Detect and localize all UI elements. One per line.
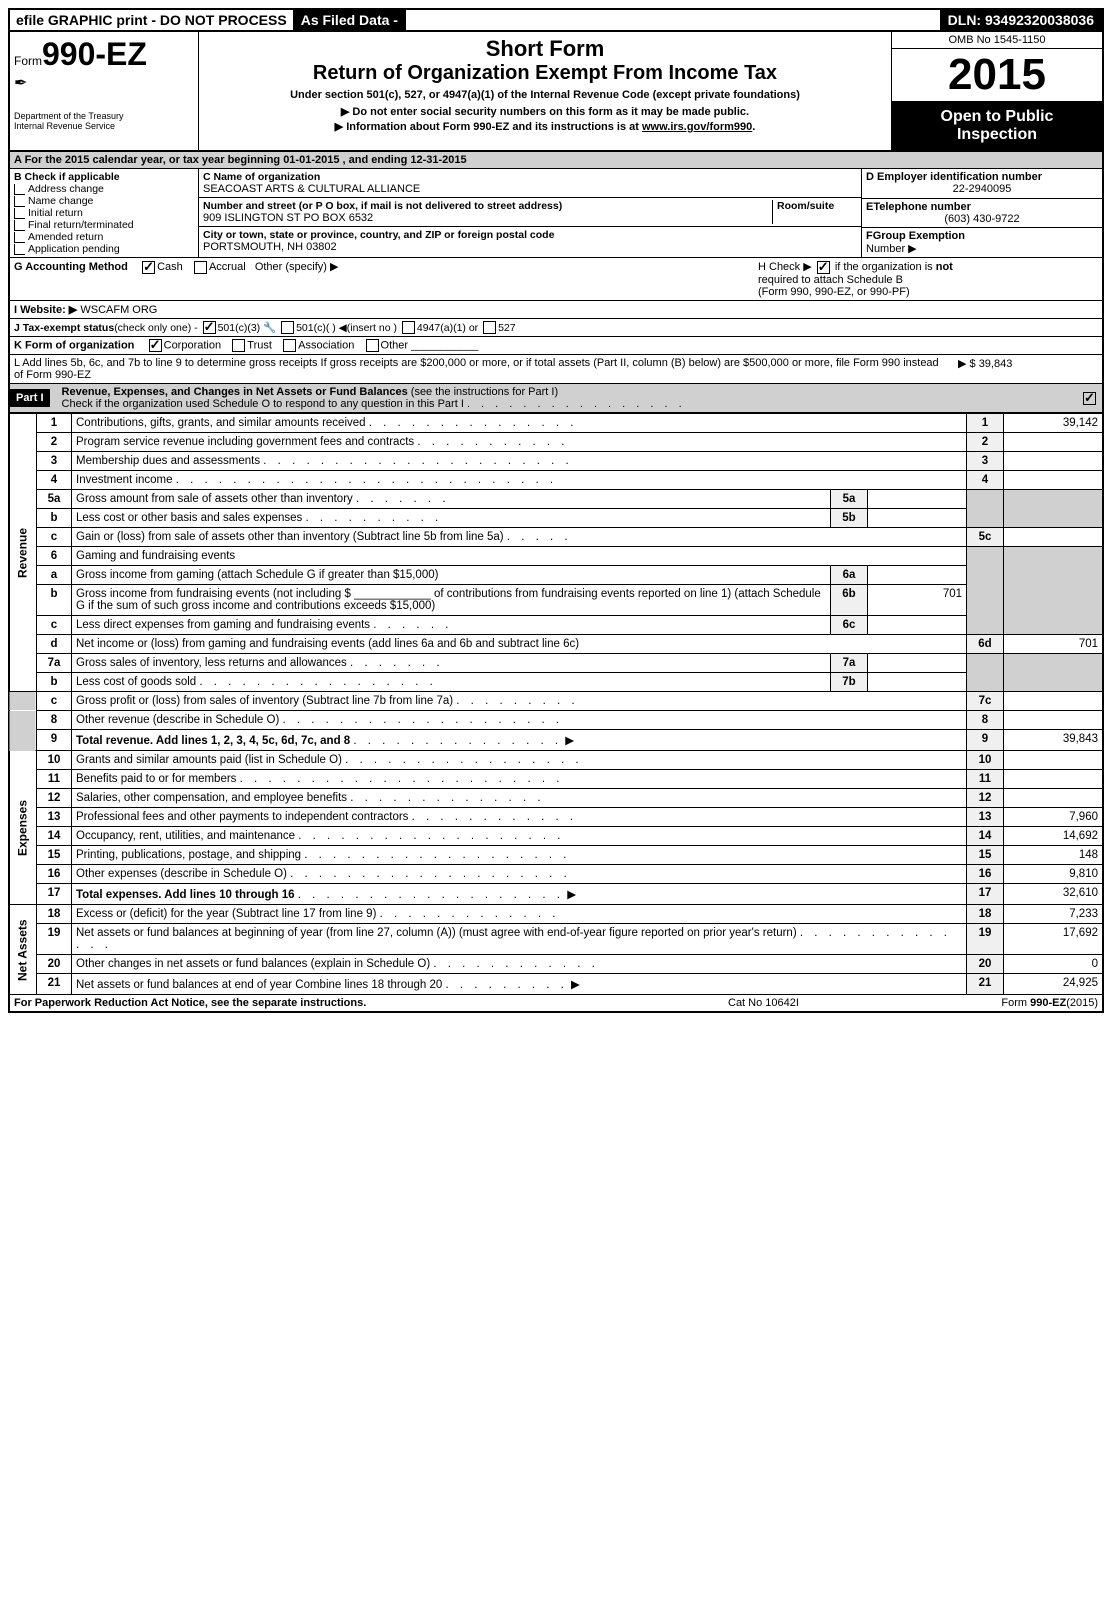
cb-application-pending: Application pending [14, 243, 194, 255]
cb-cash [142, 261, 155, 274]
row-a-tax-year: A For the 2015 calendar year, or tax yea… [8, 152, 1104, 169]
ein-label: D Employer identification number [866, 171, 1098, 183]
line-h-label: H Check ▶ [758, 261, 812, 273]
part-1-header: Part I Revenue, Expenses, and Changes in… [8, 384, 1104, 413]
line-j-label: J Tax-exempt status [14, 322, 114, 334]
irs-link[interactable]: www.irs.gov/form990 [642, 121, 752, 133]
topbar-dln: DLN: 93492320038036 [940, 10, 1102, 30]
dept-treasury: Department of the Treasury [14, 111, 194, 121]
omb-number: OMB No 1545-1150 [892, 32, 1102, 49]
org-name-value: SEACOAST ARTS & CULTURAL ALLIANCE [203, 183, 857, 195]
cb-schedule-o [1083, 392, 1096, 405]
cb-501c3 [203, 321, 216, 334]
section-bcdef: B Check if applicable Address change Nam… [8, 169, 1104, 258]
website-value: WSCAFM ORG [80, 304, 157, 316]
open-line1: Open to Public [892, 108, 1102, 126]
part-1-table: Revenue 1 Contributions, gifts, grants, … [8, 413, 1104, 995]
ein-value: 22-2940095 [866, 183, 1098, 195]
org-name-label: C Name of organization [203, 171, 857, 183]
bullet-info-pre: ▶ Information about Form 990-EZ and its … [335, 121, 642, 133]
section-c: C Name of organization SEACOAST ARTS & C… [199, 169, 861, 257]
side-revenue: Revenue [9, 414, 37, 692]
city-label: City or town, state or province, country… [203, 229, 857, 241]
line-l-amount: ▶ $ 39,843 [950, 357, 1098, 381]
topbar-mid: As Filed Data - [293, 10, 406, 30]
addr-row: Number and street (or P O box, if mail i… [199, 198, 861, 227]
addr-value: 909 ISLINGTON ST PO BOX 6532 [203, 212, 772, 224]
return-title: Return of Organization Exempt From Incom… [203, 62, 887, 85]
website-label: I Website: ▶ [14, 304, 77, 316]
line-i: I Website: ▶ WSCAFM ORG [8, 301, 1104, 319]
short-form-label: Short Form [203, 36, 887, 62]
side-expenses: Expenses [9, 751, 37, 905]
section-b-header: B Check if applicable [14, 171, 194, 183]
phone-value: (603) 430-9722 [866, 213, 1098, 225]
footer-paperwork: For Paperwork Reduction Act Notice, see … [14, 997, 728, 1009]
ein-cell: D Employer identification number 22-2940… [862, 169, 1102, 199]
side-netassets: Net Assets [9, 905, 37, 995]
form-number: 990-EZ [42, 36, 147, 72]
cb-amended-return: Amended return [14, 231, 194, 243]
cb-4947 [402, 321, 415, 334]
tax-year: 2015 [892, 49, 1102, 102]
open-public: Open to Public Inspection [892, 102, 1102, 150]
cb-accrual [194, 261, 207, 274]
open-line2: Inspection [892, 126, 1102, 144]
room-label: Room/suite [777, 200, 857, 212]
org-name-row: C Name of organization SEACOAST ARTS & C… [199, 169, 861, 198]
line-k: K Form of organization Corporation Trust… [8, 337, 1104, 355]
line-l: L Add lines 5b, 6c, and 7b to line 9 to … [8, 355, 1104, 384]
cb-527 [483, 321, 496, 334]
line-g: G Accounting Method Cash Accrual Other (… [14, 260, 750, 298]
bullet-ssn: ▶ Do not enter social security numbers o… [203, 105, 887, 118]
footer-form: Form 990-EZ(2015) [928, 997, 1098, 1009]
part-1-title: Revenue, Expenses, and Changes in Net As… [58, 384, 1081, 412]
cb-final-return: Final return/terminated [14, 219, 194, 231]
phone-label: ETelephone number [866, 201, 1098, 213]
header-right: OMB No 1545-1150 2015 Open to Public Ins… [892, 32, 1102, 150]
section-b: B Check if applicable Address change Nam… [10, 169, 199, 257]
city-row: City or town, state or province, country… [199, 227, 861, 255]
cb-name-change: Name change [14, 195, 194, 207]
line-g-h: G Accounting Method Cash Accrual Other (… [8, 258, 1104, 301]
cb-initial-return: Initial return [14, 207, 194, 219]
top-bar: efile GRAPHIC print - DO NOT PROCESS As … [8, 8, 1104, 32]
section-def: D Employer identification number 22-2940… [861, 169, 1102, 257]
under-section: Under section 501(c), 527, or 4947(a)(1)… [203, 89, 887, 101]
header-mid: Short Form Return of Organization Exempt… [199, 32, 892, 150]
line-l-text: L Add lines 5b, 6c, and 7b to line 9 to … [14, 357, 950, 381]
cb-trust [232, 339, 245, 352]
bullet-info: ▶ Information about Form 990-EZ and its … [203, 120, 887, 133]
line-j: J Tax-exempt status(check only one) - 50… [8, 319, 1104, 338]
line-h: H Check ▶ if the organization is not req… [750, 260, 1098, 298]
city-value: PORTSMOUTH, NH 03802 [203, 241, 857, 253]
footer: For Paperwork Reduction Act Notice, see … [8, 995, 1104, 1013]
addr-label: Number and street (or P O box, if mail i… [203, 200, 772, 212]
footer-catno: Cat No 10642I [728, 997, 928, 1009]
cb-schedule-b [817, 261, 830, 274]
cb-501c [281, 321, 294, 334]
cb-address-change: Address change [14, 183, 194, 195]
header-left: Form990-EZ ✒ Department of the Treasury … [10, 32, 199, 150]
dept-irs: Internal Revenue Service [14, 121, 194, 131]
group-exempt-cell: FGroup Exemption Number ▶ [862, 228, 1102, 257]
cb-corporation [149, 339, 162, 352]
group-exempt-label2: Number ▶ [866, 242, 1098, 255]
group-exempt-label: FGroup Exemption [866, 230, 1098, 242]
part-1-label: Part I [10, 389, 50, 407]
cb-other-org [366, 339, 379, 352]
line-g-label: G Accounting Method [14, 261, 128, 273]
form-header: Form990-EZ ✒ Department of the Treasury … [8, 32, 1104, 152]
topbar-left: efile GRAPHIC print - DO NOT PROCESS [10, 10, 293, 30]
form-prefix: Form [14, 54, 42, 68]
line-k-label: K Form of organization [14, 340, 134, 352]
phone-cell: ETelephone number (603) 430-9722 [862, 199, 1102, 229]
cb-association [283, 339, 296, 352]
